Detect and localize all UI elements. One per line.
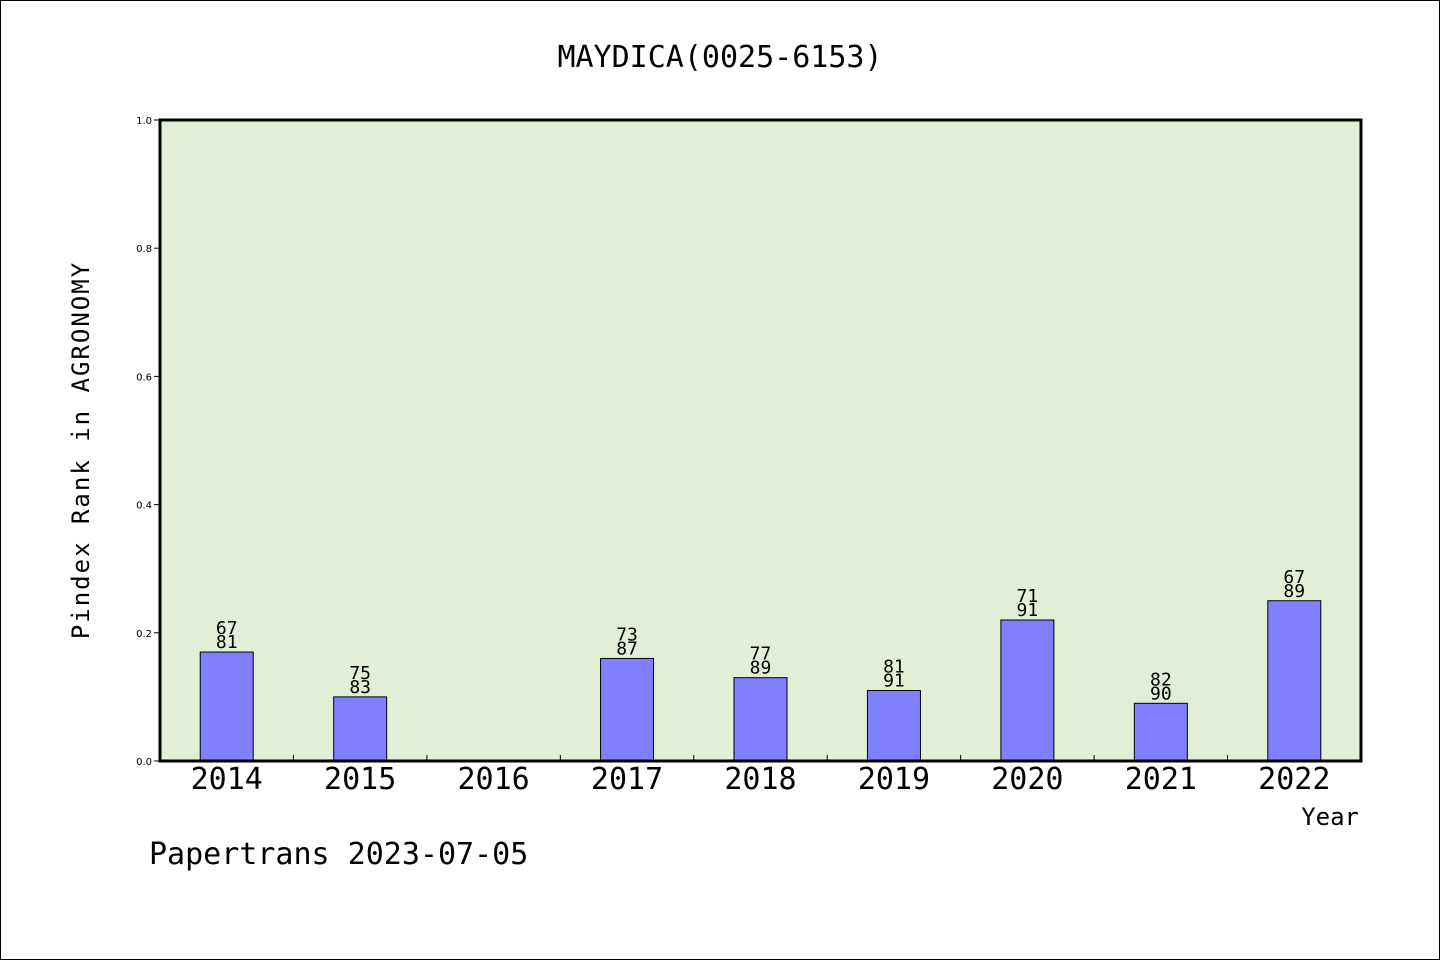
bar-label-lower: 87	[616, 638, 638, 659]
bar-2022	[1267, 600, 1322, 762]
bar-2019	[866, 689, 921, 762]
y-tick-label: 1.0	[136, 116, 152, 127]
y-tick-label: 0.8	[136, 244, 152, 255]
bar-label-upper: 67	[216, 618, 238, 639]
bar-label-upper: 77	[750, 644, 772, 665]
bar-label-upper: 67	[1283, 567, 1305, 588]
bar-label-lower: 89	[1283, 581, 1305, 602]
x-tick-label: 2014	[191, 762, 263, 797]
bar-label-lower: 91	[1017, 600, 1039, 621]
bar-label-lower: 89	[750, 658, 772, 679]
footer-credit: Papertrans 2023-07-05	[149, 837, 528, 872]
x-tick-label: 2021	[1125, 762, 1197, 797]
x-tick-label: 2018	[724, 762, 796, 797]
bar-label-lower: 81	[216, 632, 238, 653]
x-tick-label: 2022	[1258, 762, 1330, 797]
bar-label-upper: 81	[883, 656, 905, 677]
x-tick-label: 2015	[324, 762, 396, 797]
bar-label-upper: 73	[616, 624, 638, 645]
bar-label-upper: 82	[1150, 669, 1172, 690]
y-tick-label: 0.4	[136, 501, 152, 512]
y-tick-label: 0.6	[136, 372, 152, 383]
bar-2020	[1000, 619, 1055, 762]
bar-label-upper: 75	[349, 663, 371, 684]
y-tick-label: 0.2	[136, 629, 152, 640]
y-axis-ticks: 0.0 0.2 0.4 0.6 0.8 1.0	[136, 116, 160, 768]
bar-2018	[733, 677, 788, 762]
plot-area	[160, 120, 1361, 761]
bar-2014	[199, 651, 254, 762]
chart-title: MAYDICA(0025-6153)	[557, 40, 882, 75]
bar-label-lower: 91	[883, 670, 905, 691]
bar-2015	[333, 696, 388, 762]
bar-2021	[1133, 702, 1188, 762]
y-tick-label: 0.0	[136, 757, 152, 768]
bar-label-upper: 71	[1017, 586, 1039, 607]
bar-label-lower: 90	[1150, 683, 1172, 704]
x-axis-ticks: 2014 2015 2016 2017 2018 2019 2020 2021 2022	[191, 755, 1330, 797]
x-axis-label: Year	[1301, 803, 1359, 831]
bar-series	[199, 600, 1322, 762]
x-tick-label: 2020	[991, 762, 1063, 797]
x-tick-label: 2017	[591, 762, 663, 797]
bar-2017	[600, 657, 655, 762]
x-tick-label: 2019	[858, 762, 930, 797]
plot-border	[158, 118, 1363, 763]
y-axis-label: Pindex Rank in AGRONOMY	[67, 261, 95, 639]
bar-label-lower: 83	[349, 677, 371, 698]
x-tick-label: 2016	[457, 762, 529, 797]
